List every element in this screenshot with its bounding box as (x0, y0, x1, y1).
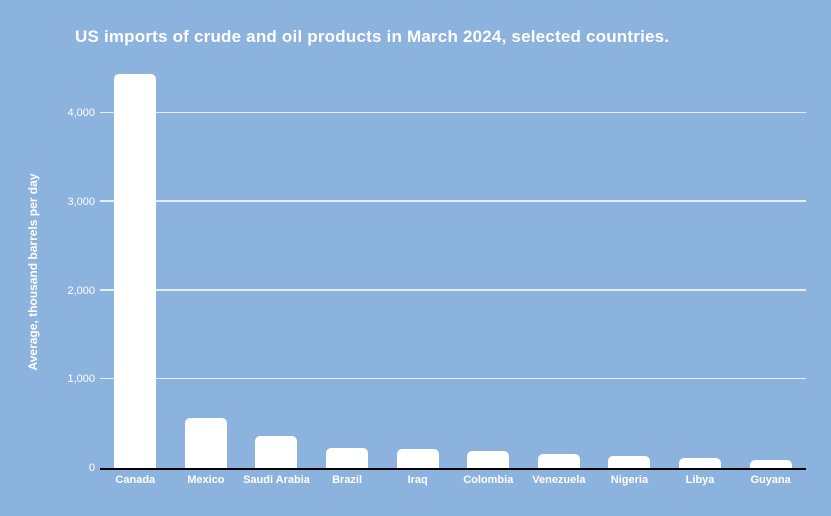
gridline-1000 (100, 377, 806, 380)
bar-column-mexico (171, 70, 242, 468)
x-axis-label-canada: Canada (115, 474, 156, 486)
bar-iraq (396, 449, 439, 468)
bar-canada (114, 73, 157, 468)
y-tick-label-4000: 4,000 (67, 107, 95, 119)
bar-nigeria (608, 456, 651, 468)
bar-column-brazil (312, 70, 383, 468)
y-tick-label-1000: 1,000 (67, 373, 95, 386)
bar-brazil (326, 447, 369, 468)
gridline-4000 (100, 111, 806, 113)
y-tick-label-0: 0 (88, 462, 95, 474)
y-tick-label-2000: 2,000 (67, 284, 95, 297)
bar-colombia (467, 451, 510, 468)
x-axis-label-nigeria: Nigeria (610, 474, 649, 486)
x-axis-label-libya: Libya (685, 474, 715, 486)
bar-column-iraq (382, 70, 453, 468)
bar-column-guyana (735, 70, 806, 468)
x-axis-label-iraq: Iraq (407, 474, 428, 486)
x-axis-labels: Canada Mexico Saudi Arabia Brazil Iraq Colomb… (100, 473, 806, 488)
bar-saudi-arabia (255, 436, 298, 468)
bar-libya (679, 458, 722, 468)
x-axis-label-mexico: Mexico (187, 474, 225, 486)
x-axis-label-guyana: Guyana (750, 474, 791, 486)
bar-column-venezuela (524, 70, 595, 468)
chart-title: US imports of crude and oil products in … (75, 27, 670, 46)
x-axis-label-brazil: Brazil (332, 474, 363, 486)
x-axis-label-colombia: Colombia (463, 474, 514, 486)
gridline-3000 (100, 200, 806, 202)
bar-column-saudi-arabia (241, 70, 312, 468)
x-axis-label-venezuela: Venezuela (532, 474, 586, 486)
bar-column-libya (665, 70, 736, 468)
y-tick-label-3000: 3,000 (67, 195, 95, 208)
bar-mexico (184, 417, 227, 468)
bar-guyana (749, 460, 792, 468)
bars-row (100, 70, 806, 468)
x-axis-label-saudi-arabia: Saudi Arabia (243, 474, 310, 486)
plot-area (100, 70, 806, 470)
bar-column-canada (100, 70, 171, 468)
bar-venezuela (537, 453, 580, 468)
bar-column-colombia (453, 70, 524, 468)
gridline-2000 (100, 289, 806, 291)
bar-column-nigeria (594, 70, 665, 468)
